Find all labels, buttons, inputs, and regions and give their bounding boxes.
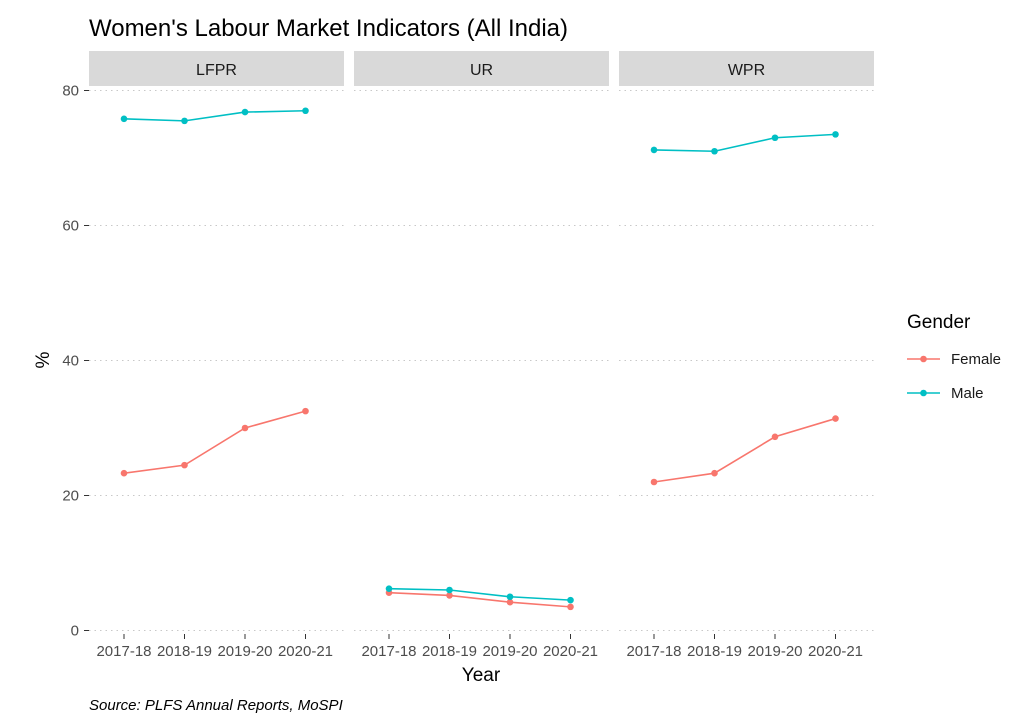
- data-point-female: [181, 461, 188, 469]
- data-point-male: [446, 586, 453, 594]
- facet-strip: [619, 51, 874, 86]
- series-line-male: [653, 133, 836, 153]
- legend-key-point-male: [920, 389, 927, 397]
- y-tick-label: 0: [71, 623, 79, 640]
- data-point-female: [711, 469, 718, 477]
- data-point-female: [771, 433, 779, 441]
- data-point-male: [771, 134, 779, 142]
- data-point-male: [181, 117, 188, 125]
- x-tick-label: 2020-21: [543, 643, 598, 660]
- data-point-male: [302, 107, 309, 115]
- legend-label-female: Female: [951, 351, 1001, 368]
- data-point-female: [650, 478, 658, 486]
- series-line-female: [388, 591, 571, 608]
- x-tick-label: 2019-20: [747, 643, 802, 660]
- data-point-male: [650, 146, 658, 154]
- data-point-female: [506, 598, 514, 606]
- x-tick-label: 2019-20: [482, 643, 537, 660]
- x-axis-title: Year: [462, 665, 501, 686]
- x-tick-label: 2019-20: [217, 643, 272, 660]
- data-point-male: [120, 115, 128, 123]
- y-axis-title: %: [33, 351, 54, 368]
- series-line-male: [388, 587, 571, 601]
- data-point-male: [832, 131, 839, 138]
- legend: Gender Female Male: [907, 312, 1001, 402]
- series-line-female: [123, 410, 306, 475]
- data-point-female: [241, 424, 249, 432]
- x-tick-label: 2018-19: [157, 643, 212, 660]
- panel-wpr: WPR 2017-18 2018-19 2019-20 2020-21: [619, 51, 874, 660]
- data-point-female: [302, 407, 309, 415]
- facet-strip-label: WPR: [728, 62, 765, 79]
- facet-strip-label: UR: [470, 62, 493, 79]
- y-tick-label: 60: [62, 218, 79, 235]
- y-tick-label: 20: [62, 488, 79, 505]
- legend-key-point-female: [920, 355, 927, 363]
- legend-title: Gender: [907, 312, 971, 333]
- series-line-female: [653, 417, 836, 483]
- panel-lfpr: LFPR 2017-18 2018-19 2019-20 2020-21: [89, 51, 344, 660]
- x-tick-label: 2017-18: [361, 643, 416, 660]
- data-point-male: [241, 108, 249, 116]
- x-tick-label: 2020-21: [278, 643, 333, 660]
- x-tick-label: 2020-21: [808, 643, 863, 660]
- x-tick-label: 2017-18: [96, 643, 151, 660]
- data-point-female: [120, 469, 128, 477]
- legend-label-male: Male: [951, 385, 984, 402]
- facet-strip-label: LFPR: [196, 62, 237, 79]
- y-axis: 0 20 40 60 80: [62, 83, 89, 640]
- data-point-male: [711, 147, 718, 155]
- facet-panels: LFPR 2017-18 2018-19 2019-20 2020-21 UR 2017-1…: [89, 51, 874, 660]
- data-point-female: [567, 603, 574, 611]
- series-line-male: [123, 109, 306, 122]
- data-point-male: [567, 596, 574, 604]
- facet-strip: [89, 51, 344, 86]
- y-tick-label: 80: [62, 83, 79, 100]
- data-point-male: [385, 585, 393, 592]
- x-tick-label: 2017-18: [626, 643, 681, 660]
- x-tick-label: 2018-19: [422, 643, 477, 660]
- x-tick-label: 2018-19: [687, 643, 742, 660]
- data-point-female: [446, 592, 453, 599]
- data-point-male: [506, 593, 514, 601]
- data-point-female: [832, 415, 839, 422]
- panel-ur: UR 2017-18 2018-19 2019-20 2020-21: [354, 51, 609, 660]
- facet-strip: [354, 51, 609, 86]
- y-tick-label: 40: [62, 353, 79, 370]
- chart-title: Women's Labour Market Indicators (All In…: [89, 15, 568, 42]
- chart-caption: Source: PLFS Annual Reports, MoSPI: [89, 697, 343, 714]
